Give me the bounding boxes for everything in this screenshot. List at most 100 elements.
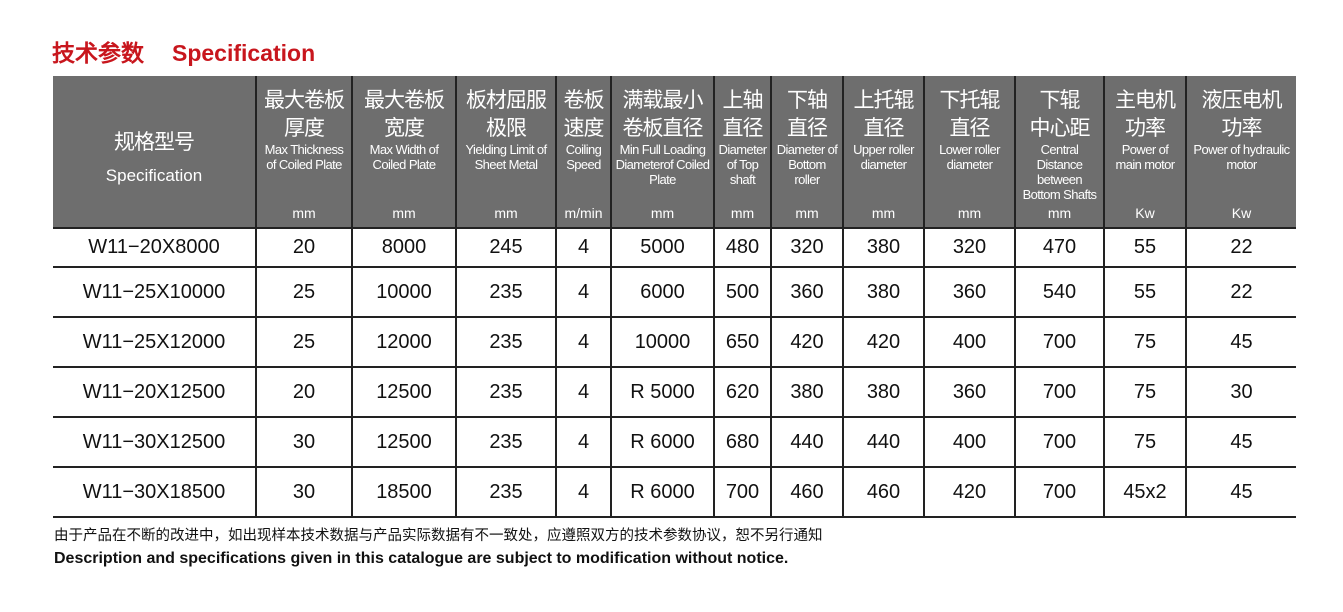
value-cell: 75 [1103, 317, 1186, 368]
value-cell: 4 [555, 267, 611, 318]
value-cell: 75 [1103, 417, 1186, 468]
value-cell: 700 [1014, 367, 1104, 418]
value-cell: 440 [770, 417, 843, 468]
value-cell: 235 [455, 267, 556, 318]
value-cell: 380 [770, 367, 843, 418]
column-header: 下辊 中心距 Central Distance between Bottom Sha… [1014, 76, 1104, 228]
header-en: Central Distance between Bottom Shafts [1022, 142, 1097, 202]
header-unit: Kw [1231, 205, 1252, 221]
value-cell: 400 [923, 317, 1015, 368]
value-cell: 235 [455, 467, 556, 518]
value-cell: 245 [455, 228, 556, 268]
header-en: Upper roller diameter [853, 142, 914, 172]
header-unit: mm [494, 205, 518, 221]
value-cell: 235 [455, 317, 556, 368]
value-cell: 55 [1103, 228, 1186, 268]
header-cn: 下轴 直径 [787, 88, 828, 140]
column-header: 最大卷板 厚度 Max Thickness of Coiled Plate mm [255, 76, 352, 228]
value-cell: 235 [455, 417, 556, 468]
header-en: Diameter of Top shaft [718, 142, 768, 187]
value-cell: 420 [770, 317, 843, 368]
value-cell: 700 [713, 467, 771, 518]
column-header: 下轴 直径 Diameter of Bottom roller mm [770, 76, 843, 228]
value-cell: 360 [923, 267, 1015, 318]
header-unit: Kw [1135, 205, 1155, 221]
value-cell: 25 [255, 317, 352, 368]
table-row: W11−30X12500 30 12500 235 4 R 6000 680 440 440 40… [53, 417, 1296, 468]
value-cell: 320 [770, 228, 843, 268]
header-cn: 最大卷板 宽度 [364, 88, 445, 140]
header-en: Min Full Loading Diameterof Coiled Plate [615, 142, 710, 187]
header-en: Power of main motor [1115, 142, 1175, 172]
value-cell: 45x2 [1103, 467, 1186, 518]
header-cn: 满载最小 卷板直径 [622, 88, 704, 140]
header-cn: 板材屈服 极限 [466, 88, 547, 140]
header-en: Specification [105, 166, 203, 185]
value-cell: 20 [255, 228, 352, 268]
column-header: 板材屈服 极限 Yielding Limit of Sheet Metal mm [455, 76, 556, 228]
table-row: W11−20X12500 20 12500 235 4 R 5000 620 380 380 36… [53, 367, 1296, 418]
value-cell: 650 [713, 317, 771, 368]
header-cn: 主电机 功率 [1115, 88, 1176, 140]
header-cn: 液压电机 功率 [1201, 88, 1283, 140]
value-cell: 4 [555, 228, 611, 268]
value-cell: 22 [1185, 267, 1296, 318]
note-en: Description and specifications given in … [54, 550, 789, 567]
header-unit: m/min [564, 205, 603, 221]
title-cn: 技术参数 [52, 40, 144, 66]
header-cn: 上托辊 直径 [853, 88, 915, 140]
value-cell: 30 [255, 467, 352, 518]
value-cell: 700 [1014, 417, 1104, 468]
value-cell: 500 [713, 267, 771, 318]
value-cell: 620 [713, 367, 771, 418]
value-cell: 540 [1014, 267, 1104, 318]
value-cell: 12500 [351, 417, 456, 468]
column-header: 最大卷板 宽度 Max Width of Coiled Plate mm [351, 76, 456, 228]
header-en: Power of hydraulic motor [1193, 142, 1290, 172]
value-cell: 30 [255, 417, 352, 468]
table-row: W11−20X8000 20 8000 245 4 5000 480 320 380 320 470… [53, 228, 1296, 268]
model-cell: W11−20X12500 [53, 367, 256, 418]
value-cell: R 6000 [610, 417, 714, 468]
value-cell: 12500 [351, 367, 456, 418]
header-cn: 最大卷板 厚度 [264, 88, 345, 140]
column-header: 满载最小 卷板直径 Min Full Loading Diameterof Coil… [610, 76, 714, 228]
value-cell: 680 [713, 417, 771, 468]
header-row: 规格型号 Specification 最大卷板 厚度 Max Thickness of … [53, 76, 1296, 228]
header-unit: mm [795, 205, 819, 221]
header-unit: mm [871, 205, 896, 221]
value-cell: 360 [923, 367, 1015, 418]
model-cell: W11−30X12500 [53, 417, 256, 468]
value-cell: 4 [555, 417, 611, 468]
value-cell: R 6000 [610, 467, 714, 518]
header-en: Diameter of Bottom roller [776, 142, 838, 187]
value-cell: 460 [842, 467, 924, 518]
column-header: 卷板 速度 Coiling Speed m/min [555, 76, 611, 228]
value-cell: 420 [923, 467, 1015, 518]
value-cell: 440 [842, 417, 924, 468]
note-cn: 由于产品在不断的改进中，如出现样本技术数据与产品实际数据有不一致处，应遵照双方的… [54, 528, 823, 544]
table-row: W11−25X10000 25 10000 235 4 6000 500 360 380 360 5… [53, 267, 1296, 318]
value-cell: 400 [923, 417, 1015, 468]
page-title: 技术参数 Specification [52, 34, 343, 68]
table-row: W11−25X12000 25 12000 235 4 10000 650 420 420 400… [53, 317, 1296, 368]
header-cn: 下辊 中心距 [1029, 88, 1091, 140]
value-cell: 18500 [351, 467, 456, 518]
value-cell: 700 [1014, 467, 1104, 518]
value-cell: 4 [555, 467, 611, 518]
value-cell: 6000 [610, 267, 714, 318]
header-en: Yielding Limit of Sheet Metal [465, 142, 547, 172]
column-header: 主电机 功率 Power of main motor Kw [1103, 76, 1186, 228]
column-header: 下托辊 直径 Lower roller diameter mm [923, 76, 1015, 228]
header-en: Coiling Speed [565, 142, 602, 172]
column-header: 上轴 直径 Diameter of Top shaft mm [713, 76, 771, 228]
value-cell: 700 [1014, 317, 1104, 368]
value-cell: 25 [255, 267, 352, 318]
value-cell: 480 [713, 228, 771, 268]
value-cell: 22 [1185, 228, 1296, 268]
value-cell: 45 [1185, 317, 1296, 368]
value-cell: 380 [842, 367, 924, 418]
value-cell: 460 [770, 467, 843, 518]
value-cell: 10000 [351, 267, 456, 318]
value-cell: 470 [1014, 228, 1104, 268]
